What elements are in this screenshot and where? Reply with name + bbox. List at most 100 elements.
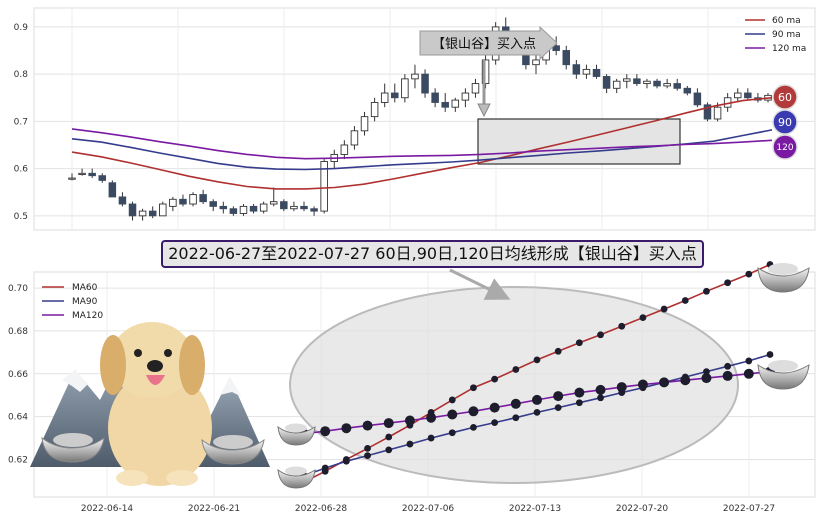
ingot-icon-body [757,364,810,390]
candle-down [219,205,228,210]
ingot-right-top [213,435,253,449]
dog-ear-right [179,335,205,395]
legend-label-90ma: 90 ma [772,30,801,40]
ingot-right-body [201,438,265,465]
dog-head [110,322,194,398]
bottom-panel: 0.62 0.64 0.66 0.68 0.70 2022-06-14 2022-06-2… [8,261,816,514]
annotation-text: 【银山谷】买入点 [432,37,536,52]
candle-down [693,92,702,106]
candle-up [582,68,591,75]
data-point-ma120 [680,375,691,386]
top-legend: 60 ma 90 ma 120 ma [745,16,806,54]
data-point-ma60 [385,433,393,441]
candle-up [189,194,197,205]
candle-down [633,78,641,85]
data-point-ma60 [491,375,499,383]
candle-down [229,208,238,214]
top-y-tick-label: 0.9 [14,23,29,33]
data-point-ma120 [595,384,606,395]
data-point-ma60 [533,356,541,364]
bottom-y-axis: 0.62 0.64 0.66 0.68 0.70 [8,284,28,465]
candle-down [683,87,692,94]
legend-label-60ma: 60 ma [772,16,801,26]
legend-label-ma60: MA60 [72,283,98,293]
candle-up [451,99,460,108]
ingot-icon-top [768,360,798,372]
data-point-ma90 [321,464,329,472]
candle-down [280,201,288,210]
candle-up [623,78,631,82]
bottom-x-tick-label: 2022-07-13 [509,504,561,514]
candle-up [733,92,742,99]
candle-down [179,198,187,205]
bottom-y-tick-label: 0.66 [8,370,28,380]
data-point-ma90 [575,399,583,407]
candle-up [269,201,278,205]
dog-eye-right [164,349,172,357]
data-point-ma120 [659,377,670,388]
data-point-ma120 [404,415,415,426]
data-point-ma90 [406,440,414,448]
candle-up [461,92,470,101]
data-point-ma120 [362,420,373,431]
bottom-x-tick-label: 2022-07-27 [723,504,775,514]
dog-eye-left [134,349,142,357]
annotation-box: 【银山谷】买入点 [419,25,558,118]
candle-down [602,76,611,89]
chart-title-banner: 2022-06-27至2022-07-27 60日,90日,120日均线形成【银… [161,240,704,268]
dog-paw-right [166,470,198,486]
annotation-arrow-shape [419,25,558,61]
bottom-x-tick-label: 2022-07-20 [616,504,669,514]
data-point-ma60 [470,384,477,392]
data-point-ma120 [553,391,564,402]
data-point-ma60 [745,270,753,278]
data-point-ma60 [660,305,668,313]
candle-down [128,203,137,217]
ma-badges: 60 90 120 [772,84,798,160]
silver-ingot-icon [757,263,810,293]
dog-body [108,370,212,486]
ingot-icon-top [285,466,307,476]
bottom-y-tick-label: 0.70 [8,284,28,294]
candle-down [88,172,96,177]
data-point-ma90 [342,457,350,465]
candle-up [481,59,490,85]
bottom-y-tick-label: 0.64 [8,413,28,423]
bottom-x-axis: 2022-06-14 2022-06-21 2022-06-28 2022-07-06… [81,504,775,514]
bottom-y-tick-label: 0.68 [8,327,28,337]
data-point-ma90 [470,423,477,431]
badge-90 [772,109,798,135]
silver-ingot-icon [277,423,316,446]
bottom-x-tick-label: 2022-07-06 [402,504,455,514]
candle-up [612,80,621,89]
candle-up [411,73,419,80]
candle-up [360,116,369,132]
bottom-legend: MA60 MA90 MA120 [42,283,103,321]
candle-up [643,80,651,85]
data-point-ma90 [364,452,371,460]
data-point-ma60 [597,331,604,339]
data-point-ma90 [533,408,541,416]
candle-up [290,205,298,210]
candle-down [592,68,601,77]
data-point-ma120 [510,398,521,409]
candle-up [138,210,147,217]
ingot-icon-top [285,423,307,433]
candle-down [703,104,712,120]
ingot-icon-body [757,267,810,293]
data-point-ma90 [512,414,520,422]
candle-up [169,198,177,207]
candle-down [98,175,107,181]
top-ma-lines [71,96,773,190]
candle-down [562,50,571,66]
candle-down [421,73,429,94]
data-point-ma90 [448,429,456,437]
candle-up [370,102,379,118]
badge-90-label: 90 [778,116,792,129]
data-point-ma120 [574,387,585,398]
data-point-ma60 [364,444,371,452]
candle-down [300,205,308,210]
candle-down [118,196,127,205]
top-y-axis: 0.5 0.6 0.7 0.8 0.9 [14,23,29,222]
